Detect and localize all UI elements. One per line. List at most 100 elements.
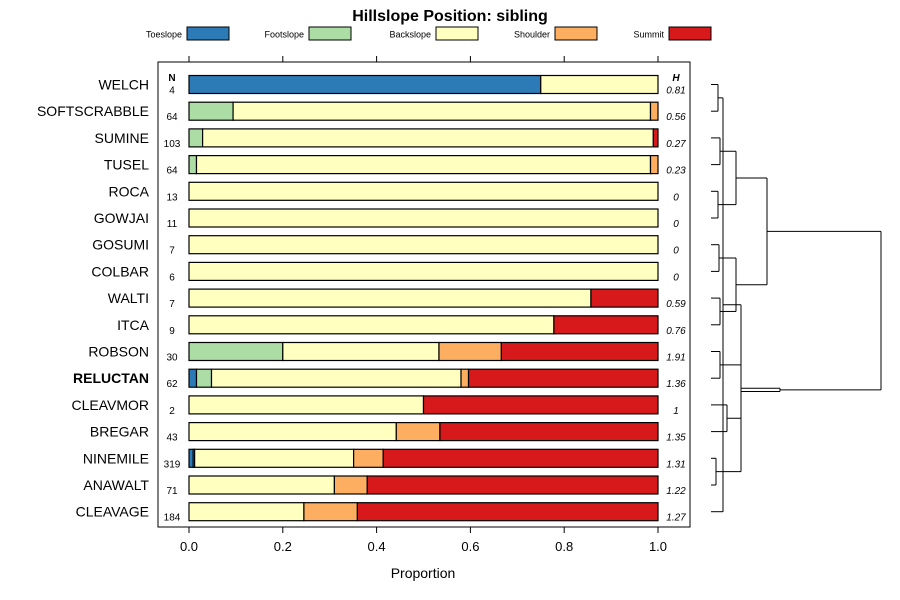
n-value-walti: 7 xyxy=(169,299,175,310)
n-value-welch: 4 xyxy=(169,86,175,97)
row-label-anawalt: ANAWALT xyxy=(83,477,149,493)
bar-segment-robson-backslope xyxy=(282,341,440,362)
bar-segment-cleavage-backslope xyxy=(188,502,305,522)
n-value-tusel: 64 xyxy=(166,166,178,177)
bar-segment-robson-summit xyxy=(500,341,659,362)
bar-segment-anawalt-backslope xyxy=(188,475,335,495)
h-value-itca: 0.76 xyxy=(666,326,686,337)
n-value-gosumi: 7 xyxy=(169,246,175,257)
bar-segment-reluctan-footslope xyxy=(195,368,213,388)
n-value-itca: 9 xyxy=(169,326,175,337)
bar-segment-robson-shoulder xyxy=(438,341,502,362)
bar-segment-reluctan-shoulder xyxy=(460,368,470,388)
plot-frame xyxy=(157,61,691,528)
x-tick-label: 1.0 xyxy=(649,539,667,554)
h-value-colbar: 0 xyxy=(673,272,679,283)
n-value-softscrabble: 64 xyxy=(166,112,178,123)
h-value-bregar: 1.35 xyxy=(666,433,686,444)
bar-segment-sumine-backslope xyxy=(202,128,654,148)
n-value-sumine: 103 xyxy=(164,139,181,150)
n-value-reluctan: 62 xyxy=(166,379,178,390)
bar-segment-tusel-shoulder xyxy=(649,155,659,175)
legend-label-summit: Summit xyxy=(633,30,664,40)
bar-segment-cleavmor-backslope xyxy=(188,395,425,415)
x-tick-label: 0.8 xyxy=(555,539,573,554)
h-value-gosumi: 0 xyxy=(673,246,679,257)
legend-label-toeslope: Toeslope xyxy=(146,30,182,40)
legend-label-footslope: Footslope xyxy=(264,30,304,40)
bar-segment-ninemile-summit xyxy=(382,448,659,468)
bar-segment-gowjai-backslope xyxy=(188,208,659,228)
row-label-sumine: SUMINE xyxy=(95,130,149,146)
bar-segment-reluctan-summit xyxy=(467,368,659,388)
bar-segment-itca-backslope xyxy=(188,315,555,335)
x-axis: 0.0 0.2 0.4 0.6 0.8 1.0 xyxy=(180,56,667,554)
legend-label-backslope: Backslope xyxy=(389,30,431,40)
bar-segment-ninemile-backslope xyxy=(194,448,355,468)
row-label-reluctan: RELUCTAN xyxy=(73,370,149,386)
h-value-tusel: 0.23 xyxy=(666,166,686,177)
bar-segment-tusel-backslope xyxy=(195,155,652,175)
row-label-bregar: BREGAR xyxy=(90,424,149,440)
bar-segment-ninemile-shoulder xyxy=(353,448,384,468)
row-label-welch: WELCH xyxy=(98,77,149,93)
x-tick-label: 0.0 xyxy=(180,539,198,554)
row-label-gosumi: GOSUMI xyxy=(92,237,149,253)
n-value-cleavmor: 2 xyxy=(169,406,175,417)
n-value-anawalt: 71 xyxy=(166,486,178,497)
h-value-cleavage: 1.27 xyxy=(666,513,686,524)
bar-segment-tusel-footslope xyxy=(188,155,198,175)
row-label-cleavmor: CLEAVMOR xyxy=(71,397,149,413)
h-value-softscrabble: 0.56 xyxy=(666,112,686,123)
bar-segment-cleavmor-summit xyxy=(422,395,659,415)
h-value-gowjai: 0 xyxy=(673,219,679,230)
bar-segment-softscrabble-footslope xyxy=(188,101,234,121)
n-value-colbar: 6 xyxy=(169,272,175,283)
bar-segment-cleavage-shoulder xyxy=(303,502,358,522)
h-value-walti: 0.59 xyxy=(666,299,686,310)
n-value-cleavage: 184 xyxy=(164,513,181,524)
legend-swatch-toeslope xyxy=(186,26,230,41)
legend-swatch-shoulder xyxy=(554,26,598,41)
row-label-gowjai: GOWJAI xyxy=(94,210,149,226)
h-value-ninemile: 1.31 xyxy=(666,459,685,470)
bar-segment-bregar-summit xyxy=(439,422,659,442)
bar-segment-reluctan-toeslope xyxy=(188,368,198,388)
chart-title: Hillslope Position: sibling xyxy=(352,8,548,25)
row-label-walti: WALTI xyxy=(108,290,149,306)
row-label-itca: ITCA xyxy=(117,317,150,333)
bar-segment-reluctan-backslope xyxy=(210,368,462,388)
legend-swatch-backslope xyxy=(435,26,479,41)
bar-segment-colbar-backslope xyxy=(188,261,659,281)
n-value-roca: 13 xyxy=(166,192,178,203)
h-value-anawalt: 1.22 xyxy=(666,486,686,497)
n-header: N xyxy=(168,73,175,84)
x-tick-label: 0.6 xyxy=(461,539,479,554)
row-label-softscrabble: SOFTSCRABBLE xyxy=(37,103,149,119)
bar-segment-bregar-shoulder xyxy=(395,422,441,442)
bar-segment-softscrabble-backslope xyxy=(232,101,652,121)
bar-segment-anawalt-summit xyxy=(366,475,659,495)
row-label-roca: ROCA xyxy=(109,183,150,199)
h-value-roca: 0 xyxy=(673,192,679,203)
row-label-tusel: TUSEL xyxy=(104,157,149,173)
n-value-ninemile: 319 xyxy=(164,459,181,470)
bar-segment-sumine-footslope xyxy=(188,128,204,148)
bar-rows: WELCH 4 0.81 SOFTSCRABBLE 64 0.56 SUMINE 103 0.2… xyxy=(37,74,686,524)
bar-segment-walti-summit xyxy=(590,288,659,308)
row-label-colbar: COLBAR xyxy=(91,263,149,279)
bar-segment-walti-backslope xyxy=(188,288,592,308)
bar-segment-gosumi-backslope xyxy=(188,235,659,255)
h-value-welch: 0.81 xyxy=(666,86,685,97)
x-tick-label: 0.4 xyxy=(368,539,386,554)
bar-segment-sumine-summit xyxy=(652,128,659,148)
legend-label-shoulder: Shoulder xyxy=(514,30,550,40)
h-value-robson: 1.91 xyxy=(666,353,685,364)
legend-swatch-footslope xyxy=(308,26,352,41)
bar-segment-bregar-backslope xyxy=(188,422,397,442)
bar-segment-itca-summit xyxy=(553,315,659,335)
bar-segment-softscrabble-shoulder xyxy=(649,101,659,121)
bar-segment-anawalt-shoulder xyxy=(333,475,368,495)
n-value-bregar: 43 xyxy=(166,433,178,444)
n-value-robson: 30 xyxy=(166,353,178,364)
